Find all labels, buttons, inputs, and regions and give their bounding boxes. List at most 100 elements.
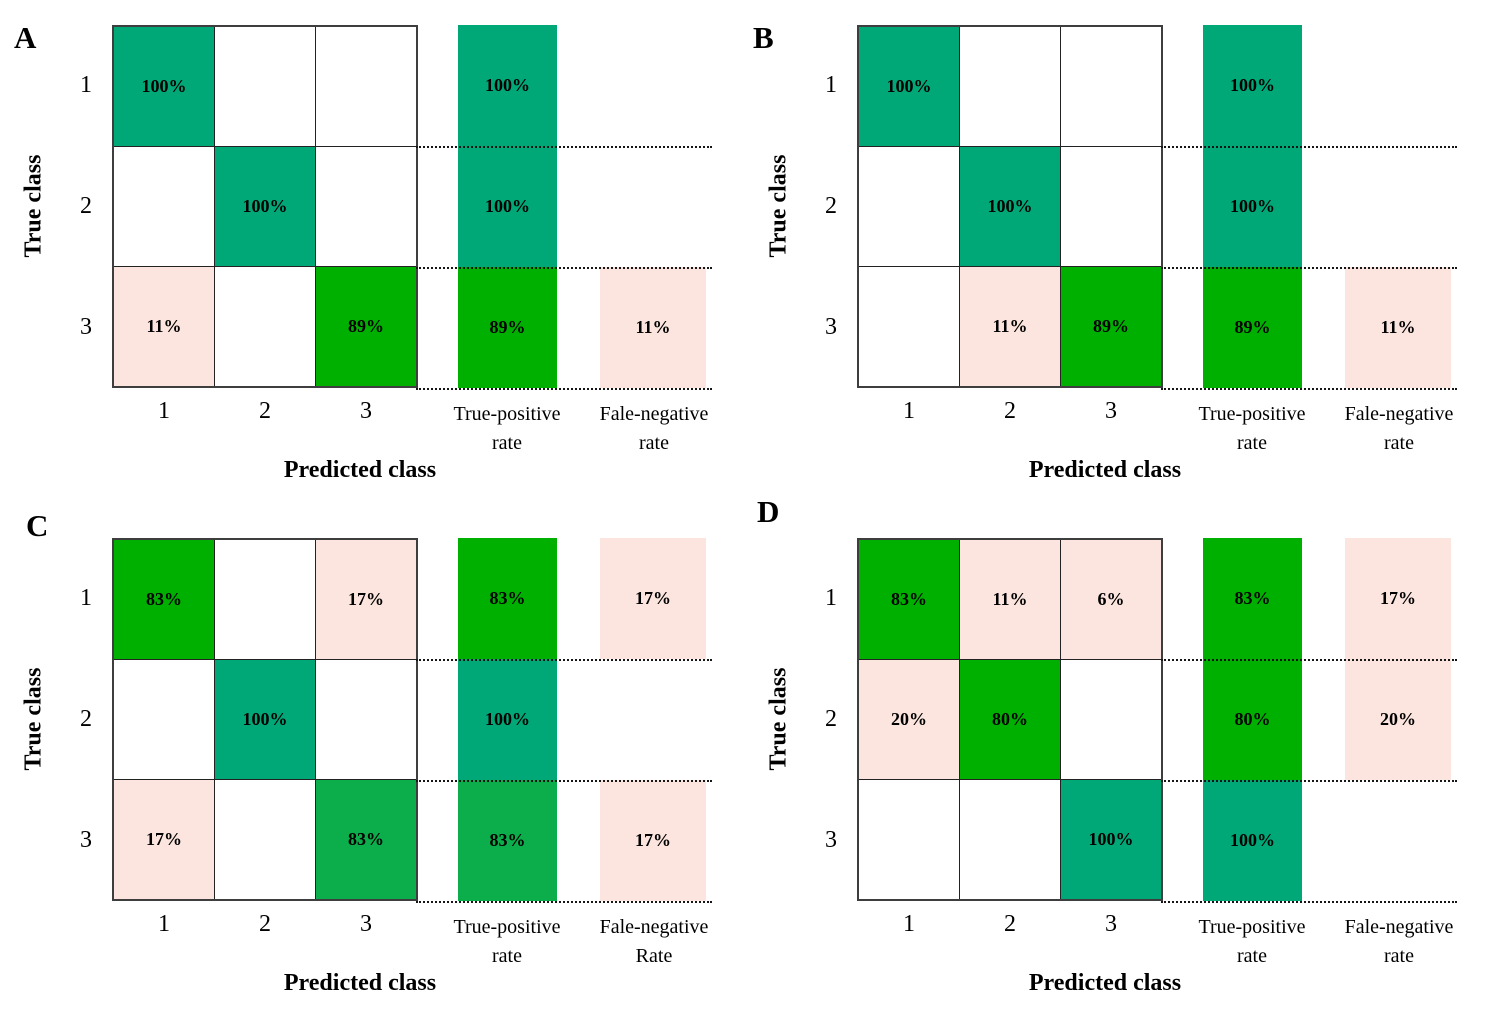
matrix-cell	[215, 780, 315, 899]
col-label: 3	[360, 398, 372, 424]
tp-rate-cell: 89%	[1203, 267, 1302, 388]
cell-value: 100%	[987, 196, 1033, 216]
row-label: 2	[80, 706, 92, 732]
cell-value: 83%	[1234, 588, 1271, 608]
y-axis-label: True class	[765, 154, 792, 258]
fn-rate-header: Fale-negative rate	[1344, 403, 1454, 454]
panel-letter: D	[757, 494, 780, 529]
matrix-cell	[960, 27, 1060, 146]
row-divider-dotted-line	[416, 388, 712, 390]
row-label: 2	[80, 193, 92, 219]
false-negative-rate-column: 11%	[600, 25, 706, 388]
tp-rate-cell: 100%	[1203, 25, 1302, 146]
cell-value: 89%	[1093, 316, 1129, 336]
row-divider-dotted-line	[416, 146, 712, 148]
tp-rate-header: True-positive rate	[453, 403, 561, 454]
cell-value: 11%	[146, 316, 182, 336]
row-label: 2	[825, 706, 837, 732]
true-positive-rate-column: 83% 80% 100%	[1203, 538, 1302, 901]
row-label: 3	[825, 827, 837, 853]
row-label: 3	[80, 827, 92, 853]
matrix-cell	[316, 660, 416, 779]
row-labels: 1 2 3	[50, 25, 100, 388]
fn-rate-cell: 11%	[600, 267, 706, 388]
cell-value: 100%	[242, 196, 288, 216]
matrix-cell: 11%	[960, 267, 1060, 386]
matrix-cell	[1061, 660, 1161, 779]
row-divider-dotted-line	[1161, 146, 1457, 148]
matrix-cell: 11%	[960, 540, 1060, 659]
row-divider-dotted-line	[1161, 267, 1457, 269]
matrix-cell: 6%	[1061, 540, 1161, 659]
cell-value: 17%	[146, 829, 182, 849]
cell-value: 100%	[1230, 196, 1275, 216]
matrix-cell: 100%	[215, 660, 315, 779]
cell-value: 83%	[489, 830, 526, 850]
row-label: 1	[825, 72, 837, 98]
row-divider-dotted-line	[416, 267, 712, 269]
col-label: 2	[1004, 398, 1016, 424]
row-label: 1	[825, 585, 837, 611]
matrix-cell	[1061, 27, 1161, 146]
tp-rate-cell: 100%	[1203, 780, 1302, 901]
row-label: 3	[80, 314, 92, 340]
x-axis-label: Predicted class	[1028, 970, 1182, 996]
cell-value: 83%	[489, 588, 526, 608]
col-label: 1	[158, 911, 170, 937]
col-label: 2	[1004, 911, 1016, 937]
fn-rate-cell	[600, 146, 706, 267]
row-label: 1	[80, 72, 92, 98]
matrix-cell: 89%	[1061, 267, 1161, 386]
tp-rate-cell: 83%	[458, 538, 557, 659]
fn-rate-cell	[1345, 146, 1451, 267]
row-divider-dotted-line	[416, 901, 712, 903]
confusion-matrix-grid: 83% 17% 100% 17% 83%	[112, 538, 418, 901]
cell-value: 17%	[348, 589, 384, 609]
panel-c: C True class 1 2 3 83% 17% 100% 17% 83% …	[0, 498, 748, 1031]
cell-value: 20%	[1380, 709, 1416, 729]
matrix-cell	[114, 660, 214, 779]
matrix-cell	[316, 27, 416, 146]
cell-value: 83%	[146, 589, 182, 609]
tp-rate-cell: 100%	[458, 659, 557, 780]
fn-rate-cell	[600, 25, 706, 146]
tp-rate-cell: 83%	[1203, 538, 1302, 659]
confusion-matrix-grid: 83% 11% 6% 20% 80% 100%	[857, 538, 1163, 901]
cell-value: 100%	[485, 196, 530, 216]
panel-b: B True class 1 2 3 100% 100% 11% 89% 100…	[745, 0, 1500, 498]
matrix-cell: 89%	[316, 267, 416, 386]
cell-value: 100%	[485, 75, 530, 95]
fn-rate-header: Fale-negative rate	[599, 403, 709, 454]
fn-rate-cell: 17%	[600, 538, 706, 659]
fn-rate-cell	[600, 659, 706, 780]
col-label: 3	[1105, 398, 1117, 424]
tp-rate-header: True-positive rate	[453, 916, 561, 967]
tp-rate-cell: 100%	[1203, 146, 1302, 267]
cell-value: 11%	[1380, 317, 1416, 337]
col-label: 3	[1105, 911, 1117, 937]
y-axis-label: True class	[20, 154, 47, 258]
cell-value: 20%	[891, 709, 927, 729]
cell-value: 89%	[348, 316, 384, 336]
false-negative-rate-column: 17% 17%	[600, 538, 706, 901]
matrix-cell: 100%	[215, 147, 315, 266]
fn-rate-header: Fale-negative Rate	[599, 916, 709, 967]
cell-value: 100%	[242, 709, 288, 729]
fn-rate-cell: 17%	[1345, 538, 1451, 659]
matrix-cell	[215, 540, 315, 659]
matrix-cell	[859, 780, 959, 899]
col-label: 1	[903, 911, 915, 937]
x-axis-label: Predicted class	[283, 970, 437, 996]
cell-value: 83%	[891, 589, 927, 609]
cell-value: 11%	[635, 317, 671, 337]
row-divider-dotted-line	[416, 659, 712, 661]
cell-value: 89%	[489, 317, 526, 337]
matrix-cell: 100%	[859, 27, 959, 146]
panel-letter: B	[753, 20, 774, 55]
cell-value: 100%	[485, 709, 530, 729]
matrix-cell: 100%	[114, 27, 214, 146]
col-label: 3	[360, 911, 372, 937]
fn-rate-cell	[1345, 25, 1451, 146]
row-labels: 1 2 3	[795, 538, 845, 901]
